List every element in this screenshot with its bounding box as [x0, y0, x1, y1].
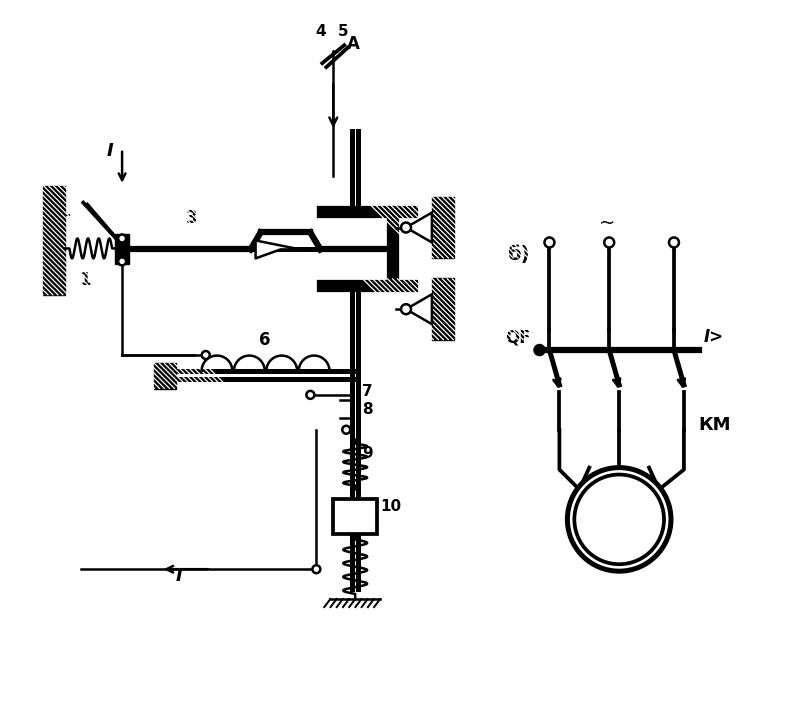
Circle shape [306, 391, 314, 399]
Text: 7: 7 [362, 384, 372, 399]
Text: 10: 10 [380, 500, 401, 514]
Text: 8: 8 [362, 402, 372, 417]
Circle shape [603, 237, 613, 247]
Text: 9: 9 [362, 446, 372, 461]
Circle shape [567, 468, 670, 571]
Circle shape [202, 351, 209, 359]
Bar [115, 234, 129, 265]
Text: 1: 1 [79, 271, 91, 289]
Text: I: I [176, 567, 182, 585]
Circle shape [118, 257, 126, 265]
Circle shape [401, 223, 410, 232]
Text: КМ: КМ [698, 416, 731, 434]
Circle shape [544, 237, 554, 247]
Text: 5: 5 [338, 25, 349, 39]
Text: б): б) [507, 245, 530, 265]
Polygon shape [406, 294, 431, 324]
Text: 3: 3 [186, 208, 197, 226]
Polygon shape [255, 241, 300, 258]
Circle shape [668, 237, 678, 247]
Text: ~: ~ [599, 213, 615, 232]
Circle shape [573, 474, 663, 565]
Circle shape [118, 234, 126, 242]
Bar [333, 500, 376, 534]
Text: 4: 4 [315, 25, 325, 39]
Circle shape [401, 304, 410, 314]
Text: —: — [56, 208, 70, 221]
Text: 6: 6 [258, 331, 270, 349]
Polygon shape [43, 186, 65, 296]
Text: I>: I> [703, 328, 723, 346]
Circle shape [534, 345, 544, 355]
Text: A: A [347, 35, 359, 53]
Circle shape [312, 565, 320, 573]
Text: QF: QF [505, 328, 530, 346]
Polygon shape [406, 213, 431, 242]
Polygon shape [431, 278, 453, 340]
Polygon shape [431, 197, 453, 258]
Polygon shape [154, 363, 176, 389]
Circle shape [341, 425, 350, 434]
Text: I: I [106, 142, 113, 160]
